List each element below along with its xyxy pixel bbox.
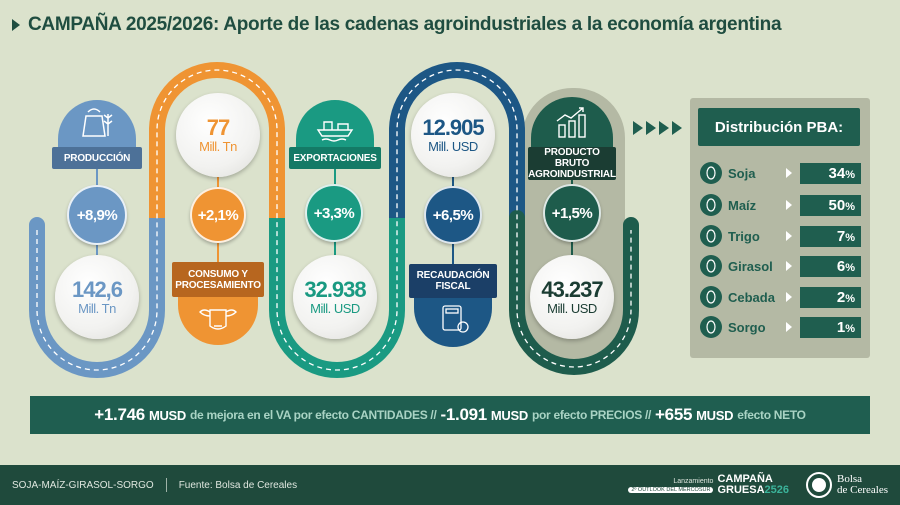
crop-name: Maíz <box>728 197 757 213</box>
crop-share: 7% <box>800 225 861 247</box>
consumo-value: 77 <box>206 114 231 140</box>
corn-icon <box>700 194 722 216</box>
exportaciones-unit: Mill. USD <box>310 300 360 316</box>
arrow-icon <box>786 292 792 302</box>
produccion-label: PRODUCCIÓN <box>52 147 142 169</box>
crop-share: 34% <box>800 162 861 184</box>
bolsa-seal-icon <box>806 472 832 498</box>
exportaciones-value: 32.938 <box>304 276 366 302</box>
crop-share: 1% <box>800 316 861 338</box>
consumo-value-circle: 77 Mill. Tn <box>176 93 260 177</box>
distribution-row-maíz: Maíz 50% <box>700 193 862 217</box>
produccion-value-circle: 142,6 Mill. Tn <box>55 255 139 339</box>
triangle-icon <box>12 19 20 31</box>
crop-share: 2% <box>800 286 861 308</box>
cow-icon <box>199 309 237 330</box>
pba-change: +1,5% <box>543 184 601 242</box>
campaign-logo: Lanzamiento 2º OUTLOOK DEL MERCOSUR CAMP… <box>628 471 888 499</box>
sorghum-icon <box>700 316 722 338</box>
grain-sack-icon <box>82 108 113 137</box>
crop-name: Trigo <box>728 228 760 244</box>
recaudacion-change: +6,5% <box>424 186 482 244</box>
distribution-title: Distribución PBA: <box>698 108 860 146</box>
arrows-icon <box>633 121 682 135</box>
pba-value-circle: 43.237 Mill. USD <box>530 255 614 339</box>
distribution-row-sorgo: Sorgo 1% <box>700 315 862 339</box>
produccion-unit: Mill. Tn <box>78 300 116 316</box>
exportaciones-value-circle: 32.938 Mill. USD <box>293 255 377 339</box>
distribution-row-trigo: Trigo 7% <box>700 224 862 248</box>
wheat-icon <box>700 225 722 247</box>
crop-share: 50% <box>800 194 861 216</box>
recaudacion-unit: Mill. USD <box>428 138 478 154</box>
footer-crops: SOJA-MAÍZ-GIRASOL-SORGO <box>12 479 154 491</box>
produccion-value: 142,6 <box>71 276 123 302</box>
arrow-icon <box>786 322 792 332</box>
exportaciones-label: EXPORTACIONES <box>289 147 381 169</box>
page-title: CAMPAÑA 2025/2026: Aporte de las cadenas… <box>12 14 782 36</box>
distribution-row-girasol: Girasol 6% <box>700 254 862 278</box>
recaudacion-value: 12.905 <box>422 114 484 140</box>
crop-name: Soja <box>728 165 756 181</box>
consumo-cap <box>178 290 258 345</box>
crop-name: Cebada <box>728 289 775 305</box>
consumo-label: CONSUMO Y PROCESAMIENTO <box>172 262 264 297</box>
arrow-icon <box>786 168 792 178</box>
growth-chart-icon <box>556 107 586 138</box>
crop-name: Girasol <box>728 258 773 274</box>
barley-icon <box>700 286 722 308</box>
recaudacion-cap <box>414 290 492 347</box>
pba-value: 43.237 <box>541 276 603 302</box>
soybean-icon <box>700 162 722 184</box>
footer-source: Fuente: Bolsa de Cereales <box>178 479 298 491</box>
bolsa-logo-text: Bolsa de Cereales <box>837 473 888 496</box>
divider <box>165 478 167 492</box>
calculator-icon <box>442 305 469 333</box>
recaudacion-value-circle: 12.905 Mill. USD <box>411 93 495 177</box>
recaudacion-label: RECAUDACIÓN FISCAL <box>409 264 497 298</box>
crop-share: 6% <box>800 255 861 277</box>
distribution-row-cebada: Cebada 2% <box>700 285 862 309</box>
exportaciones-change: +3,3% <box>305 184 363 242</box>
pba-unit: Mill. USD <box>547 300 597 316</box>
crop-name: Sorgo <box>728 319 766 335</box>
summary-bar: +1.746 MUSD de mejora en el VA por efecto … <box>30 396 870 434</box>
distribution-row-soja: Soja 34% <box>700 161 862 185</box>
produccion-change: +8,9% <box>67 185 127 245</box>
footer: SOJA-MAÍZ-GIRASOL-SORGO Fuente: Bolsa de… <box>0 465 900 505</box>
arrow-icon <box>786 200 792 210</box>
ship-icon <box>316 121 354 142</box>
consumo-unit: Mill. Tn <box>199 138 237 154</box>
arrow-icon <box>786 261 792 271</box>
consumo-change: +2,1% <box>190 187 246 243</box>
pba-label: PRODUCTO BRUTO AGROINDUSTRIAL <box>528 147 616 180</box>
sunflower-icon <box>700 255 722 277</box>
arrow-icon <box>786 231 792 241</box>
